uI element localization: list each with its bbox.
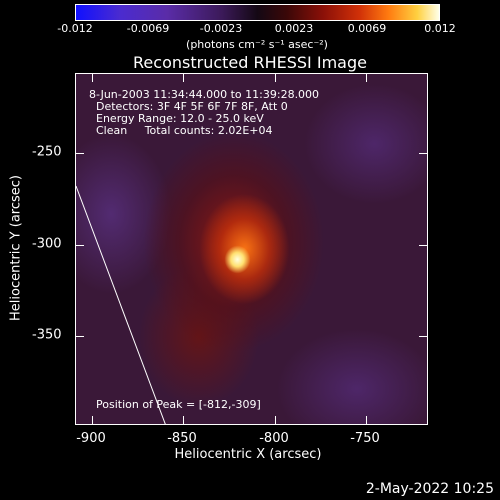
info-detectors: Detectors: 3F 4F 5F 6F 7F 8F, Att 0 (96, 100, 288, 113)
y-tick-mark (76, 336, 84, 337)
solar-limb-line (76, 185, 166, 424)
y-tick-mark (419, 336, 427, 337)
y-tick-mark (419, 153, 427, 154)
x-tick-mark (275, 416, 276, 424)
colorbar-tick: -0.012 (57, 22, 93, 35)
x-tick-mark (92, 74, 93, 82)
info-time-range: 8-Jun-2003 11:34:44.000 to 11:39:28.000 (89, 88, 320, 101)
x-tick-mark (183, 416, 184, 424)
y-tick-label: -250 (32, 144, 62, 160)
datestamp: 2-May-2022 10:25 (365, 481, 494, 497)
image-plot: 8-Jun-2003 11:34:44.000 to 11:39:28.000 … (75, 73, 428, 425)
x-tick-label: -750 (350, 431, 380, 446)
colorbar-tick: 0.0069 (347, 22, 387, 35)
y-tick-mark (76, 153, 84, 154)
info-peak-position: Position of Peak = [-812,-309] (96, 398, 261, 411)
x-tick-mark (92, 416, 93, 424)
info-clean-counts: Clean Total counts: 2.02E+04 (96, 124, 273, 137)
x-tick-label: -900 (76, 431, 106, 446)
y-axis-label: Heliocentric Y (arcsec) (8, 175, 24, 321)
info-energy-range: Energy Range: 12.0 - 25.0 keV (96, 112, 264, 125)
x-tick-mark (366, 74, 367, 82)
colorbar (75, 4, 440, 21)
colorbar-tick: -0.0023 (199, 22, 243, 35)
colorbar-tick: 0.0023 (274, 22, 314, 35)
x-tick-mark (183, 74, 184, 82)
plot-title: Reconstructed RHESSI Image (133, 53, 367, 72)
y-tick-label: -300 (32, 236, 62, 252)
y-tick-label: -350 (32, 327, 62, 343)
x-tick-mark (275, 74, 276, 82)
y-tick-mark (76, 245, 84, 246)
x-tick-label: -800 (259, 431, 289, 446)
y-tick-mark (419, 245, 427, 246)
x-tick-mark (366, 416, 367, 424)
colorbar-tick: -0.0069 (126, 22, 170, 35)
x-tick-label: -850 (167, 431, 197, 446)
x-axis-label: Heliocentric X (arcsec) (174, 447, 322, 462)
colorbar-tick: 0.012 (424, 22, 456, 35)
colorbar-units: (photons cm⁻² s⁻¹ asec⁻²) (186, 38, 328, 51)
